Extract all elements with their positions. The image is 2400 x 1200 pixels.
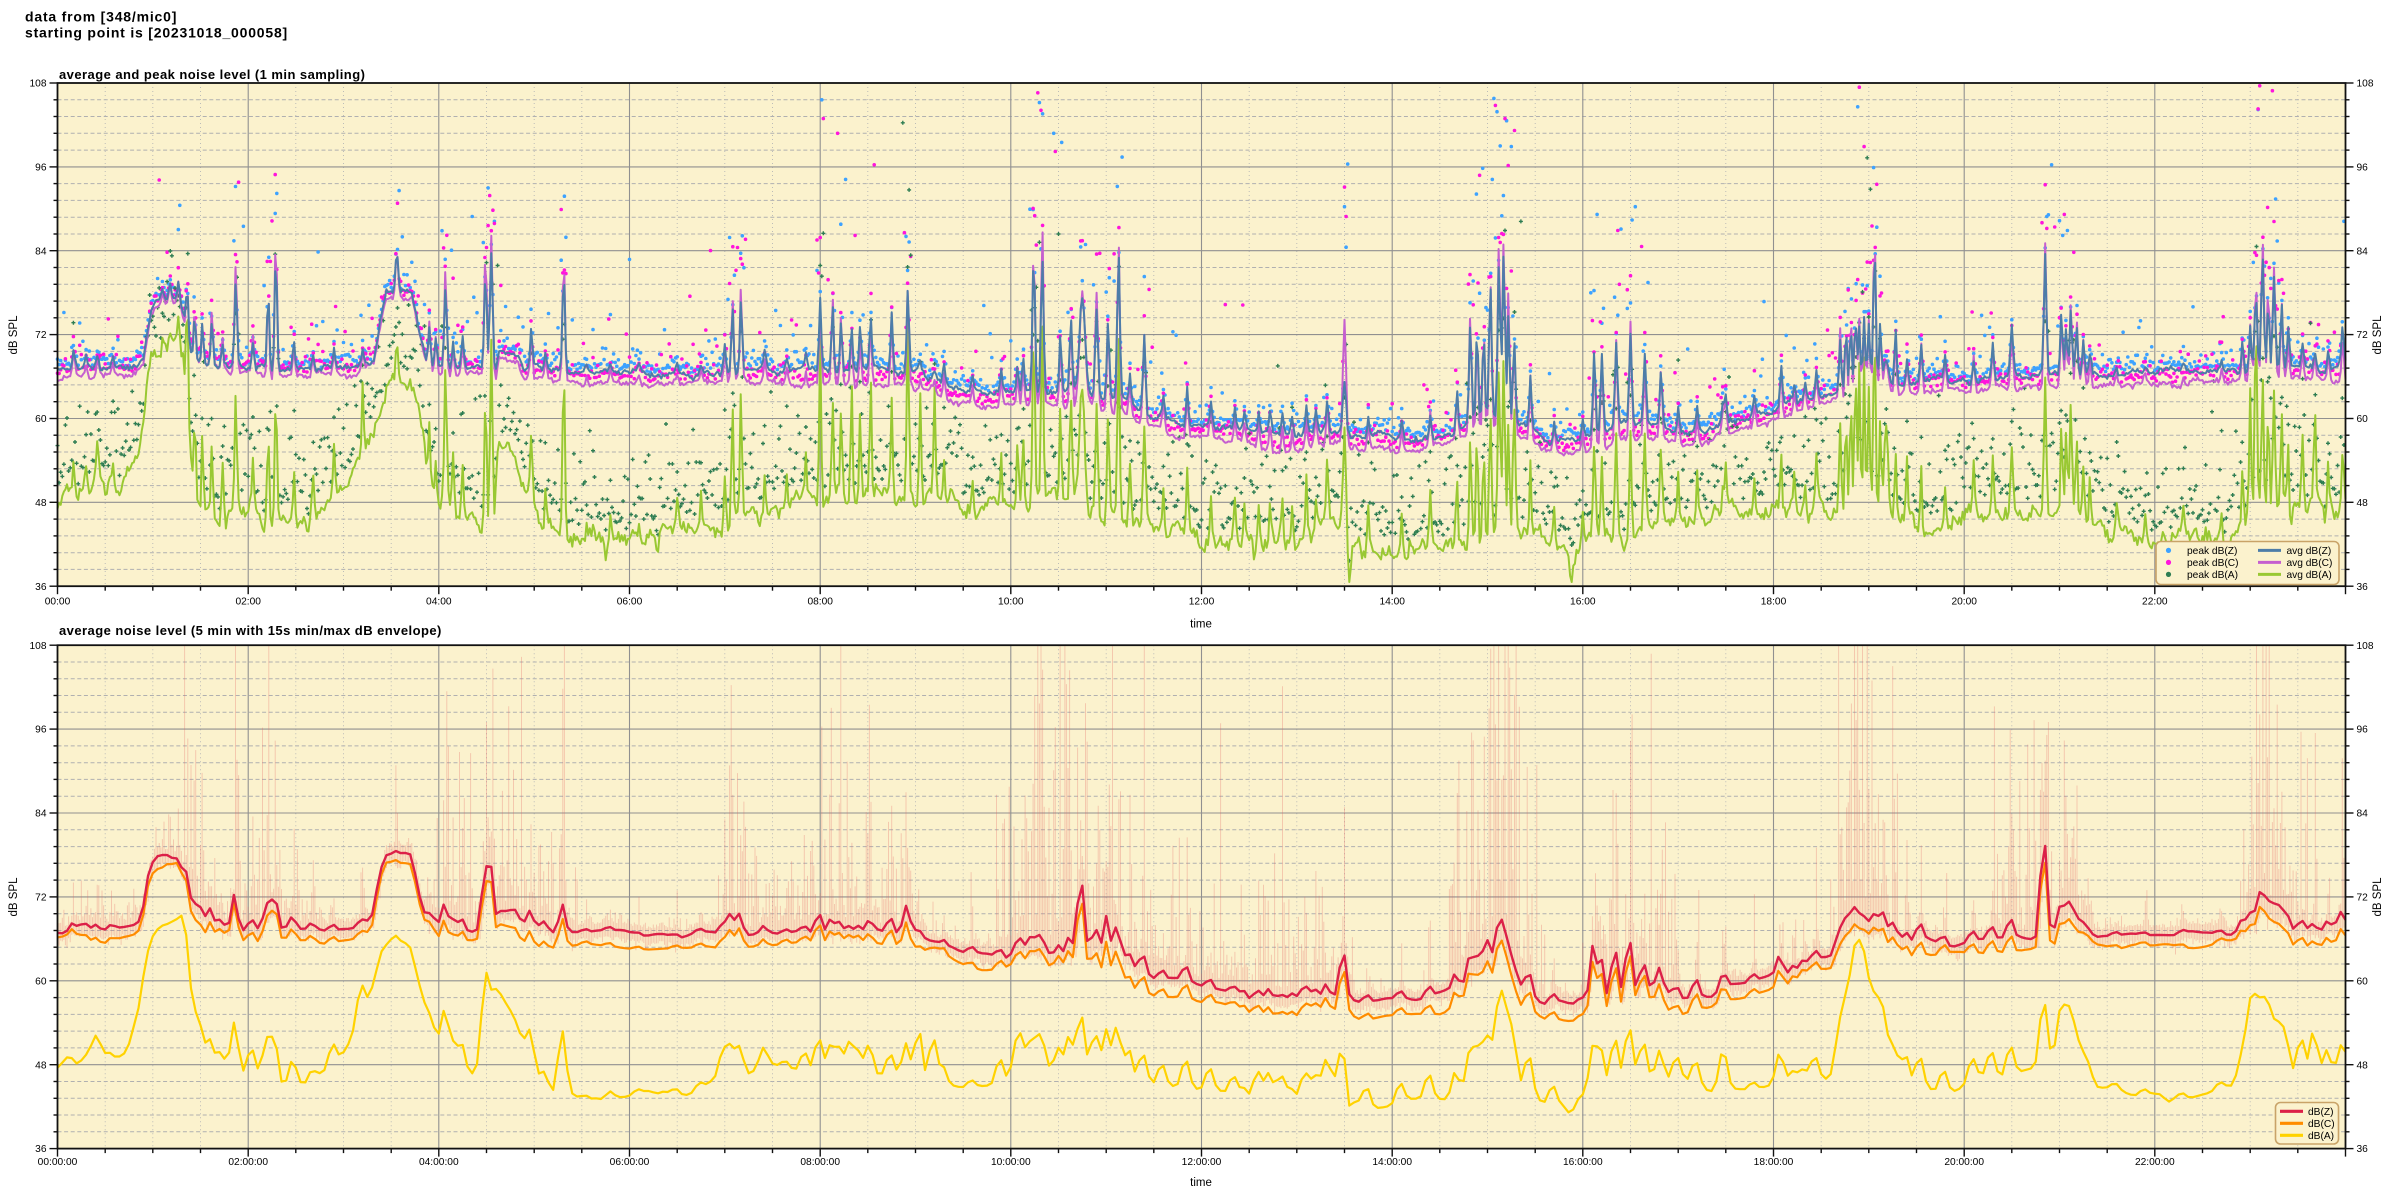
svg-text:48: 48 [2357,1060,2369,1071]
svg-text:16:00: 16:00 [1570,597,1596,608]
svg-text:22:00: 22:00 [2142,597,2168,608]
svg-text:00:00:00: 00:00:00 [38,1157,78,1168]
svg-text:04:00: 04:00 [426,597,452,608]
svg-text:36: 36 [2357,1144,2369,1155]
svg-text:72: 72 [35,330,47,341]
svg-text:avg dB(A): avg dB(A) [2287,570,2332,581]
svg-text:18:00: 18:00 [1761,597,1787,608]
svg-text:12:00:00: 12:00:00 [1182,1157,1222,1168]
svg-text:96: 96 [2357,163,2369,174]
svg-text:06:00: 06:00 [617,597,643,608]
svg-text:72: 72 [35,893,47,904]
svg-text:60: 60 [2357,976,2369,987]
svg-text:20:00: 20:00 [1951,597,1977,608]
svg-text:18:00:00: 18:00:00 [1754,1157,1794,1168]
svg-text:dB SPL: dB SPL [2372,877,2384,917]
svg-text:02:00:00: 02:00:00 [228,1157,268,1168]
svg-text:dB(C): dB(C) [2308,1119,2335,1130]
svg-text:36: 36 [35,1144,47,1155]
svg-text:48: 48 [35,498,47,509]
svg-text:36: 36 [2357,582,2369,593]
svg-text:14:00: 14:00 [1379,597,1405,608]
svg-text:12:00: 12:00 [1189,597,1215,608]
svg-text:72: 72 [2357,330,2369,341]
svg-text:96: 96 [35,725,47,736]
svg-text:00:00: 00:00 [45,597,71,608]
svg-text:72: 72 [2357,893,2369,904]
svg-text:dB SPL: dB SPL [8,315,20,355]
svg-text:48: 48 [2357,498,2369,509]
svg-text:108: 108 [2357,79,2374,90]
svg-text:dB SPL: dB SPL [8,877,20,917]
svg-text:06:00:00: 06:00:00 [610,1157,650,1168]
svg-text:04:00:00: 04:00:00 [419,1157,459,1168]
svg-text:average noise level (5 min wit: average noise level (5 min with 15s min/… [59,623,442,638]
svg-text:60: 60 [2357,414,2369,425]
svg-text:02:00: 02:00 [235,597,261,608]
svg-text:108: 108 [30,641,47,652]
svg-text:peak dB(A): peak dB(A) [2187,570,2238,581]
svg-text:10:00: 10:00 [998,597,1024,608]
svg-text:84: 84 [35,809,47,820]
svg-text:84: 84 [35,246,47,257]
svg-text:08:00: 08:00 [807,597,833,608]
svg-text:36: 36 [35,582,47,593]
svg-text:avg dB(Z): avg dB(Z) [2287,546,2332,557]
svg-text:average and peak noise level (: average and peak noise level (1 min samp… [59,67,365,82]
svg-text:data from [348/mic0]: data from [348/mic0] [25,9,177,25]
svg-text:dB(Z): dB(Z) [2308,1107,2333,1118]
svg-text:84: 84 [2357,809,2369,820]
svg-text:08:00:00: 08:00:00 [800,1157,840,1168]
svg-text:96: 96 [2357,725,2369,736]
svg-text:22:00:00: 22:00:00 [2135,1157,2175,1168]
svg-text:time: time [1190,1177,1212,1189]
svg-text:60: 60 [35,976,47,987]
svg-text:peak dB(C): peak dB(C) [2187,558,2239,569]
svg-text:starting point is [20231018_00: starting point is [20231018_000058] [25,25,288,41]
svg-text:time: time [1190,619,1212,631]
svg-text:dB SPL: dB SPL [2372,315,2384,355]
svg-text:48: 48 [35,1060,47,1071]
svg-text:14:00:00: 14:00:00 [1372,1157,1412,1168]
svg-text:108: 108 [30,79,47,90]
svg-text:60: 60 [35,414,47,425]
svg-text:20:00:00: 20:00:00 [1944,1157,1984,1168]
svg-text:84: 84 [2357,246,2369,257]
svg-text:dB(A): dB(A) [2308,1131,2334,1142]
svg-text:108: 108 [2357,641,2374,652]
svg-text:16:00:00: 16:00:00 [1563,1157,1603,1168]
svg-text:avg dB(C): avg dB(C) [2287,558,2333,569]
svg-text:peak dB(Z): peak dB(Z) [2187,546,2237,557]
svg-text:96: 96 [35,163,47,174]
svg-text:10:00:00: 10:00:00 [991,1157,1031,1168]
